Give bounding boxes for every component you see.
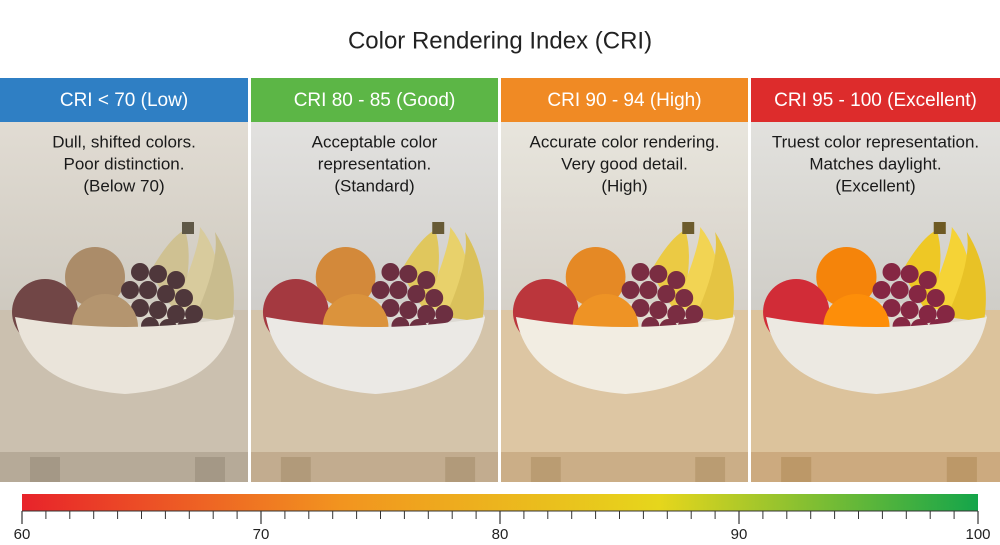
panel-description: (Standard) xyxy=(334,176,414,195)
panel-label: CRI 80 - 85 (Good) xyxy=(294,90,456,111)
panel-label: CRI < 70 (Low) xyxy=(60,90,188,111)
panel: CRI < 70 (Low) Dull, shifted colors. Poor … xyxy=(0,78,248,482)
panel: CRI 90 - 94 (High) Accurate color renderi… xyxy=(501,78,748,482)
panel-header xyxy=(0,78,248,122)
panel-description: Very good detail. xyxy=(561,154,688,173)
tick-label: 60 xyxy=(14,526,31,543)
tick-label: 100 xyxy=(965,526,990,543)
panel-description: Matches daylight. xyxy=(809,154,941,173)
panel-label: CRI 90 - 94 (High) xyxy=(547,90,701,111)
panel-description: Acceptable color xyxy=(312,132,438,151)
panel: CRI 95 - 100 (Excellent) Truest color rep… xyxy=(751,78,1000,482)
color-scale-bar xyxy=(22,494,978,511)
panel-description: (High) xyxy=(601,176,647,195)
tick-label: 70 xyxy=(253,526,270,543)
cri-scale: 60 70 80 90 100 xyxy=(14,494,991,543)
panel-description: representation. xyxy=(318,154,431,173)
panel-header xyxy=(251,78,498,122)
panel-description: Accurate color rendering. xyxy=(530,132,720,151)
tick-label: 80 xyxy=(492,526,509,543)
panels: CRI < 70 (Low) Dull, shifted colors. Poor … xyxy=(0,78,1000,482)
panel-description: (Below 70) xyxy=(83,176,164,195)
panel: CRI 80 - 85 (Good) Acceptable color repres… xyxy=(251,78,498,482)
panel-description: Poor distinction. xyxy=(64,154,185,173)
panel-description: Dull, shifted colors. xyxy=(52,132,196,151)
title: Color Rendering Index (CRI) xyxy=(348,27,652,54)
panel-label: CRI 95 - 100 (Excellent) xyxy=(774,90,977,111)
panel-header xyxy=(751,78,1000,122)
tick-label: 90 xyxy=(731,526,748,543)
panel-description: Truest color representation. xyxy=(772,132,979,151)
panel-header xyxy=(501,78,748,122)
panel-description: (Excellent) xyxy=(835,176,915,195)
